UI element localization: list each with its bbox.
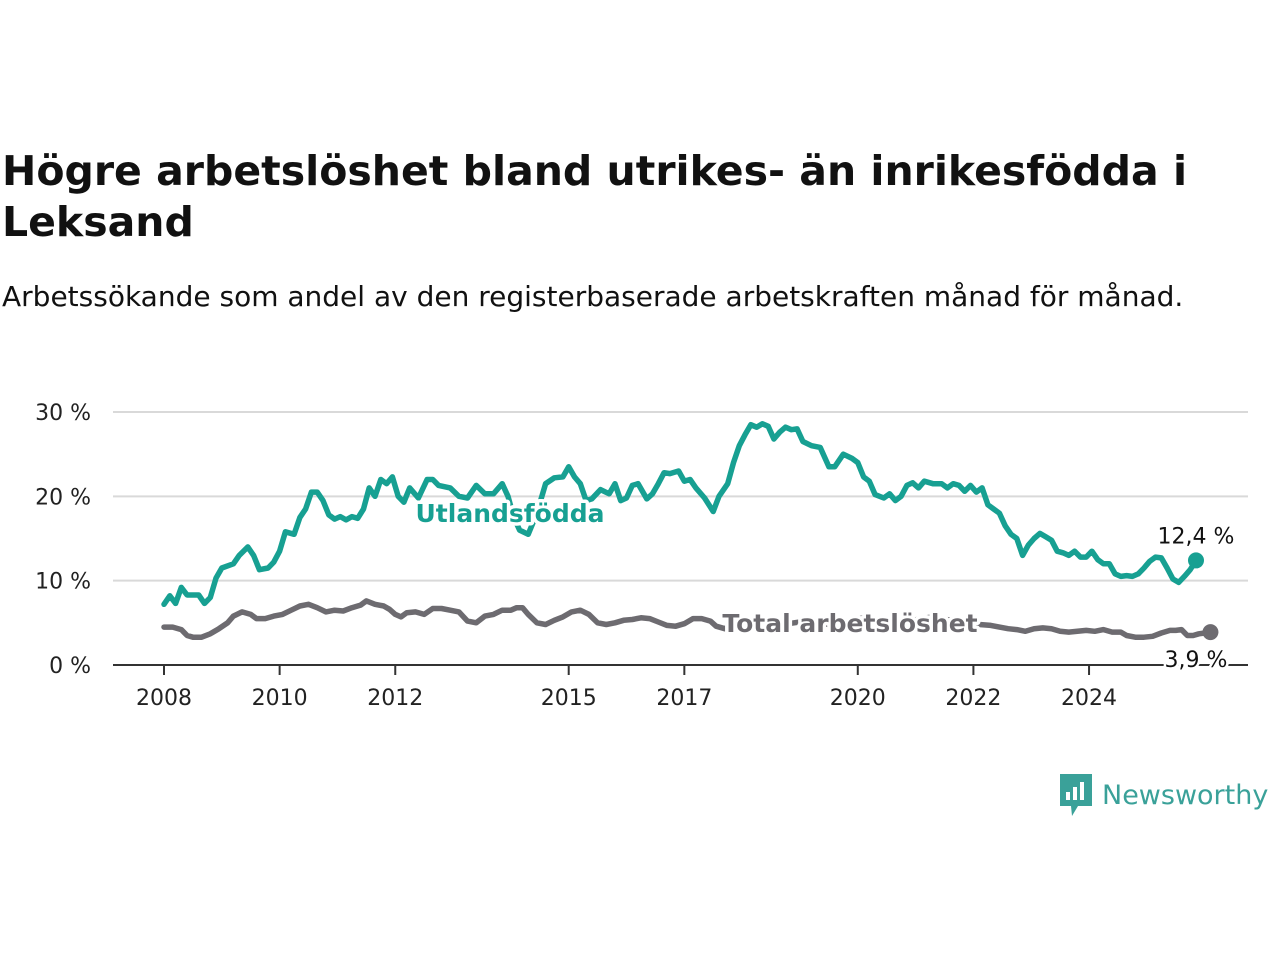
series-line xyxy=(161,598,1214,640)
x-tick-label: 2012 xyxy=(367,686,423,711)
series-end-point xyxy=(1202,624,1219,641)
newsworthy-bar-chart-icon xyxy=(1060,774,1092,816)
end-label-utlandsfodda: 12,4 % xyxy=(1158,524,1235,549)
brand-name: Newsworthy xyxy=(1102,779,1269,811)
x-tick-label: 2024 xyxy=(1061,686,1117,711)
x-tick-label: 2017 xyxy=(656,686,712,711)
y-axis-tick-labels: 0 % 10 % 20 % 30 % xyxy=(35,401,91,679)
x-axis-tick-labels: 2008 2010 2012 2015 2017 2020 2022 2024 xyxy=(136,665,1117,711)
end-label-total: 3,9 % xyxy=(1165,648,1228,673)
x-tick-label: 2015 xyxy=(541,686,597,711)
y-tick-label: 10 % xyxy=(35,570,91,595)
gridlines xyxy=(113,411,1248,666)
line-chart: 0 % 10 % 20 % 30 % 2008 2010 2012 2015 2017 2020… xyxy=(35,401,1248,711)
series-label-total: Total arbetslöshet xyxy=(722,609,977,638)
x-tick-label: 2008 xyxy=(136,686,192,711)
chart-subtitle: Arbetssökande som andel av den registerb… xyxy=(2,280,1184,313)
brand-logo: Newsworthy xyxy=(1058,772,1268,818)
y-tick-label: 20 % xyxy=(35,485,91,510)
x-tick-label: 2010 xyxy=(252,686,308,711)
series-labels: Utlandsfödda Total arbetslöshet 12,4 % 3,9 … xyxy=(412,496,1237,676)
x-tick-label: 2020 xyxy=(830,686,886,711)
y-tick-label: 30 % xyxy=(35,401,91,426)
y-tick-label: 0 % xyxy=(49,654,91,679)
data-series xyxy=(161,421,1219,641)
series-end-point xyxy=(1188,552,1204,569)
x-tick-label: 2022 xyxy=(945,686,1001,711)
series-label-utlandsfodda: Utlandsfödda xyxy=(416,499,605,528)
series-line xyxy=(161,421,1199,608)
chart-title: Högre arbetslöshet bland utrikes- än inr… xyxy=(2,147,1187,246)
